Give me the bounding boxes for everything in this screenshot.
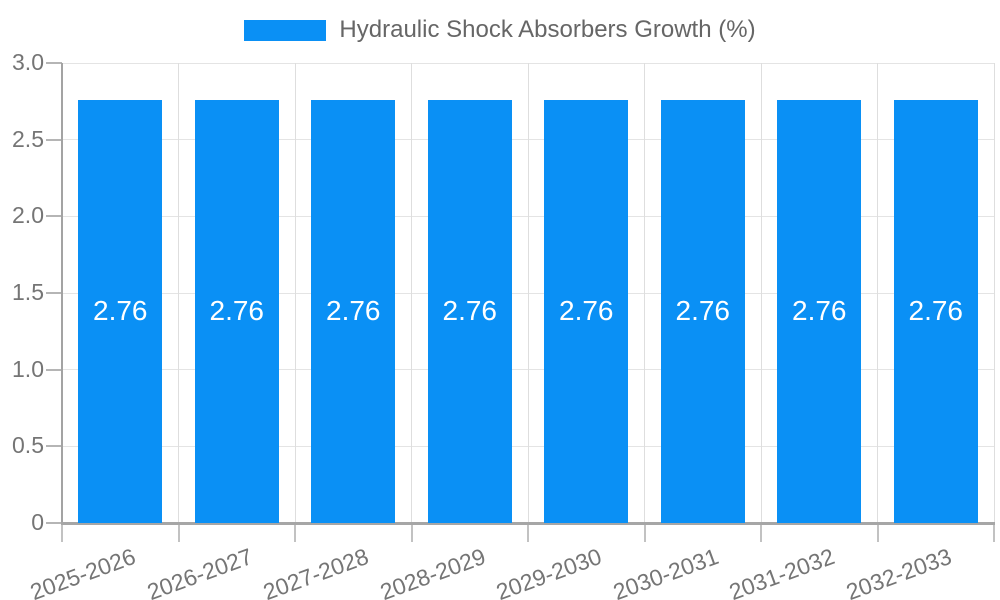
gridline-vertical [877,63,878,523]
x-axis-tick [61,523,63,542]
bar-value-label: 2.76 [326,295,381,327]
y-tick-label: 1.0 [12,355,44,382]
bar-value-label: 2.76 [209,295,265,327]
legend-swatch [244,19,327,41]
x-axis-tick [643,523,646,542]
y-axis-tick [46,368,62,371]
x-axis-tick [410,523,413,542]
bar-value-label: 2.76 [792,295,847,327]
bar [311,99,396,523]
bar [544,99,629,523]
x-axis-line [61,522,995,525]
x-tick-label: 2029-2030 [492,543,606,600]
x-tick-label: 2025-2026 [26,543,140,600]
bar-value-label: 2.76 [442,295,498,327]
gridline-vertical [411,63,412,523]
gridline-vertical [993,63,995,523]
gridline-vertical [294,63,296,523]
bar [893,99,978,523]
y-tick-label: 2.5 [12,125,44,152]
y-axis-tick [46,292,62,294]
x-tick-label: 2030-2031 [609,543,722,600]
gridline-vertical [644,63,645,523]
bar-value-label: 2.76 [908,295,964,327]
x-tick-label: 2027-2028 [259,543,373,600]
x-tick-label: 2026-2027 [143,543,256,600]
x-axis-tick [760,523,762,542]
bar-value-label: 2.76 [93,295,148,327]
x-axis-tick [177,523,180,542]
y-tick-label: 0 [31,508,44,535]
y-tick-label: 3.0 [12,48,44,75]
y-axis-tick [46,215,62,218]
y-tick-label: 0.5 [12,432,44,459]
x-axis-tick [993,523,995,542]
bar [194,99,279,523]
bar [660,99,745,523]
x-axis-tick [876,523,879,542]
bar [777,99,862,523]
bar-value-label: 2.76 [559,295,614,327]
y-axis-tick [46,62,62,64]
x-tick-label: 2031-2032 [725,543,839,600]
gridline-vertical [527,63,529,523]
bar-value-label: 2.76 [675,295,731,327]
bar [427,99,512,523]
x-tick-label: 2032-2033 [842,543,955,600]
chart-legend: Hydraulic Shock Absorbers Growth (%) [0,16,1000,44]
y-tick-label: 2.0 [12,202,44,229]
y-tick-label: 1.5 [12,278,44,305]
y-axis-tick [46,445,62,448]
bar [78,99,163,523]
y-axis-tick [46,138,62,141]
y-axis-tick [46,522,62,524]
legend-label: Hydraulic Shock Absorbers Growth (%) [339,16,756,43]
y-axis-line [61,63,63,525]
x-axis-tick [294,523,296,542]
x-tick-label: 2028-2029 [376,543,489,600]
gridline-vertical [178,63,179,523]
gridline-vertical [760,63,762,523]
x-axis-tick [527,523,529,542]
